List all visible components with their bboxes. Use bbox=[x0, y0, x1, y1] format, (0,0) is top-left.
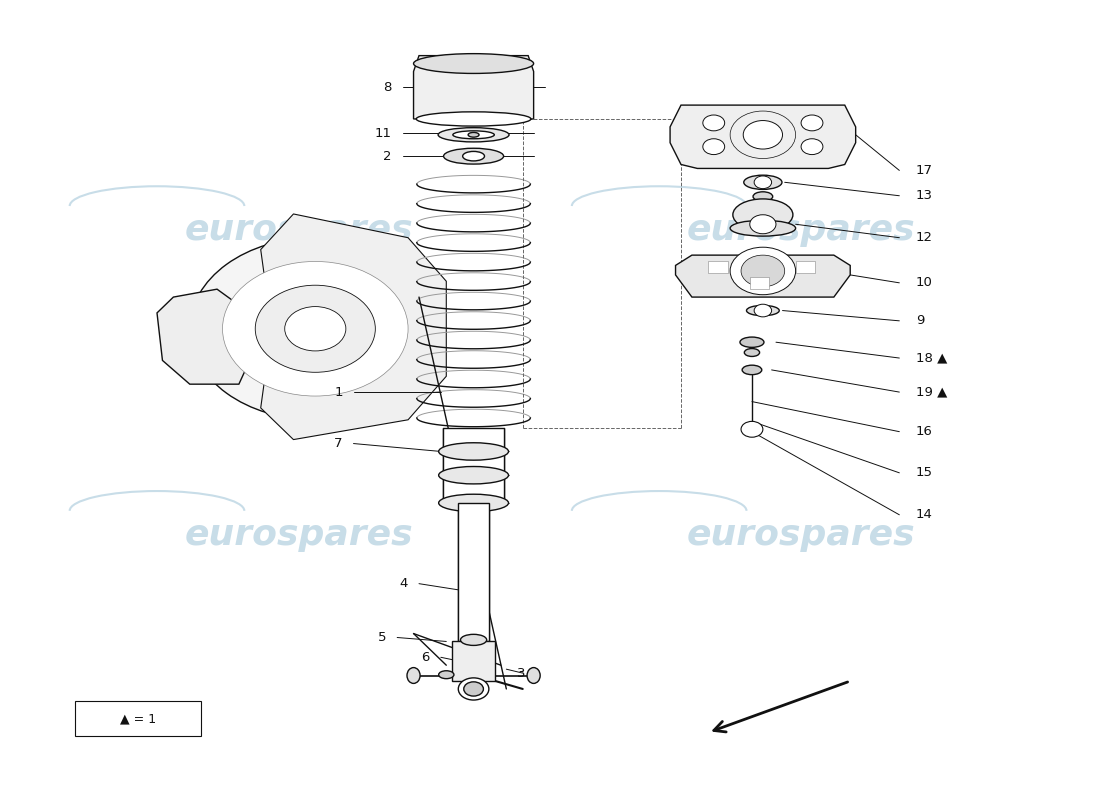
Circle shape bbox=[750, 214, 776, 234]
Ellipse shape bbox=[745, 349, 760, 357]
Ellipse shape bbox=[438, 128, 509, 142]
Circle shape bbox=[755, 304, 771, 317]
Ellipse shape bbox=[439, 494, 508, 512]
Circle shape bbox=[703, 115, 725, 131]
Ellipse shape bbox=[416, 112, 531, 126]
Bar bbox=[795, 262, 815, 274]
Text: ▲ = 1: ▲ = 1 bbox=[120, 712, 156, 725]
Circle shape bbox=[755, 176, 771, 189]
Ellipse shape bbox=[730, 220, 795, 236]
Bar bbox=[459, 503, 488, 642]
Text: 4: 4 bbox=[399, 577, 408, 590]
Polygon shape bbox=[675, 255, 850, 297]
Polygon shape bbox=[414, 56, 534, 119]
Text: 6: 6 bbox=[421, 650, 430, 664]
Ellipse shape bbox=[754, 192, 772, 202]
Text: 13: 13 bbox=[915, 190, 933, 202]
Circle shape bbox=[741, 422, 763, 438]
Ellipse shape bbox=[742, 365, 762, 374]
Text: 1: 1 bbox=[334, 386, 342, 398]
Ellipse shape bbox=[439, 670, 454, 678]
Ellipse shape bbox=[443, 148, 504, 164]
Circle shape bbox=[285, 306, 345, 351]
Text: 14: 14 bbox=[915, 508, 933, 522]
Ellipse shape bbox=[407, 667, 420, 683]
Text: 9: 9 bbox=[915, 314, 924, 327]
Text: 8: 8 bbox=[383, 81, 392, 94]
Text: 15: 15 bbox=[915, 466, 933, 479]
Polygon shape bbox=[261, 214, 447, 439]
Bar bbox=[75, 701, 200, 737]
Ellipse shape bbox=[463, 151, 484, 161]
Bar bbox=[452, 642, 495, 681]
Ellipse shape bbox=[461, 634, 486, 646]
Text: 5: 5 bbox=[377, 631, 386, 644]
Text: 17: 17 bbox=[915, 164, 933, 177]
Text: 11: 11 bbox=[375, 126, 392, 140]
Text: 2: 2 bbox=[383, 150, 392, 162]
Ellipse shape bbox=[733, 199, 793, 230]
Circle shape bbox=[255, 286, 375, 372]
Circle shape bbox=[801, 138, 823, 154]
Bar bbox=[708, 262, 728, 274]
Polygon shape bbox=[157, 289, 250, 384]
Ellipse shape bbox=[527, 667, 540, 683]
Ellipse shape bbox=[439, 466, 508, 484]
Text: 3: 3 bbox=[517, 666, 526, 680]
Circle shape bbox=[703, 138, 725, 154]
Polygon shape bbox=[670, 105, 856, 169]
Ellipse shape bbox=[744, 175, 782, 190]
Ellipse shape bbox=[414, 54, 534, 74]
Bar bbox=[443, 428, 504, 503]
Ellipse shape bbox=[459, 678, 488, 700]
Text: eurospares: eurospares bbox=[686, 213, 915, 246]
Circle shape bbox=[222, 262, 408, 396]
Text: eurospares: eurospares bbox=[686, 518, 915, 551]
Circle shape bbox=[801, 115, 823, 131]
Text: 16: 16 bbox=[915, 425, 933, 438]
Circle shape bbox=[464, 682, 483, 696]
Text: 18 ▲: 18 ▲ bbox=[915, 351, 947, 365]
Text: 10: 10 bbox=[915, 276, 933, 290]
Circle shape bbox=[744, 121, 782, 149]
Circle shape bbox=[730, 247, 795, 294]
Circle shape bbox=[189, 238, 441, 420]
Text: 7: 7 bbox=[334, 437, 342, 450]
Bar bbox=[750, 278, 769, 289]
Ellipse shape bbox=[747, 306, 779, 316]
Ellipse shape bbox=[453, 131, 494, 138]
Text: 19 ▲: 19 ▲ bbox=[915, 386, 947, 398]
Ellipse shape bbox=[439, 442, 508, 460]
Text: eurospares: eurospares bbox=[185, 213, 414, 246]
Text: eurospares: eurospares bbox=[185, 518, 414, 551]
Circle shape bbox=[741, 255, 784, 286]
Ellipse shape bbox=[740, 337, 764, 347]
Ellipse shape bbox=[469, 133, 478, 137]
Text: 12: 12 bbox=[915, 231, 933, 244]
